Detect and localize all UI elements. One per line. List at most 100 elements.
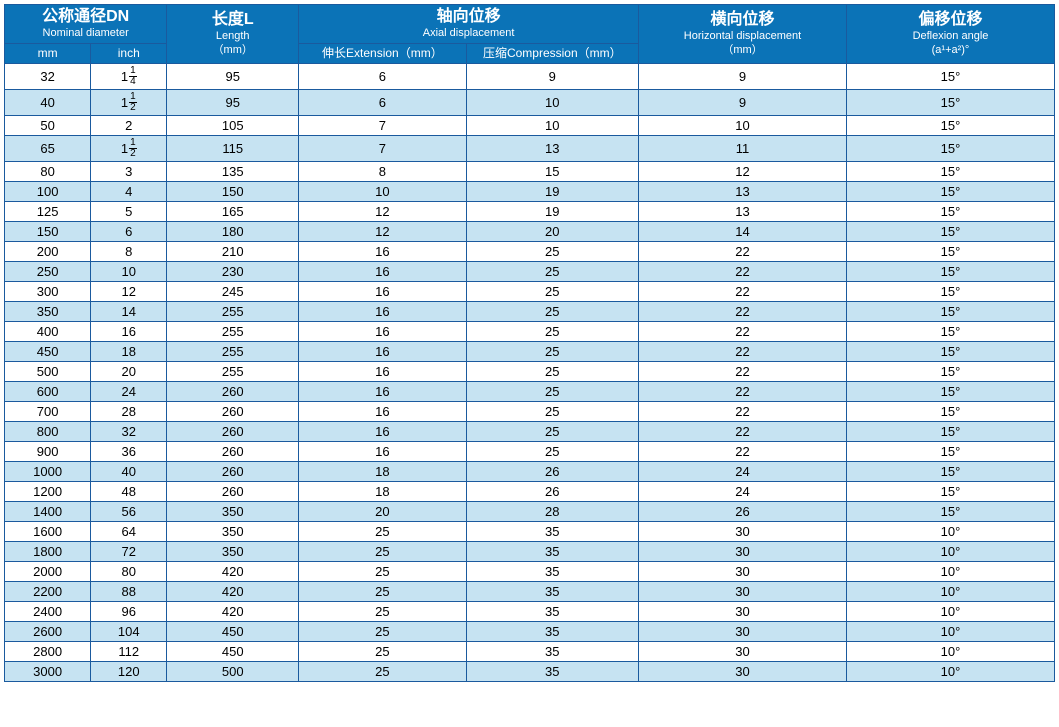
table-row: 3001224516252215°	[5, 281, 1055, 301]
cell-horizontal: 13	[639, 201, 847, 221]
cell-mm: 250	[5, 261, 91, 281]
table-row: 22008842025353010°	[5, 581, 1055, 601]
cell-compression: 25	[466, 361, 638, 381]
table-row: 20008042025353010°	[5, 561, 1055, 581]
cell-mm: 2000	[5, 561, 91, 581]
cell-deflexion: 15°	[846, 201, 1054, 221]
cell-extension: 16	[299, 401, 466, 421]
cell-length: 350	[167, 501, 299, 521]
cell-mm: 450	[5, 341, 91, 361]
cell-horizontal: 24	[639, 461, 847, 481]
cell-deflexion: 15°	[846, 381, 1054, 401]
cell-inch: 18	[91, 341, 167, 361]
table-row: 8003226016252215°	[5, 421, 1055, 441]
cell-extension: 16	[299, 361, 466, 381]
cell-horizontal: 11	[639, 135, 847, 161]
cell-horizontal: 22	[639, 321, 847, 341]
cell-length: 260	[167, 381, 299, 401]
cell-deflexion: 15°	[846, 135, 1054, 161]
header-deflexion-cn: 偏移位移	[847, 10, 1054, 30]
header-compression: 压缩Compression（mm）	[466, 43, 638, 63]
cell-deflexion: 15°	[846, 161, 1054, 181]
cell-extension: 7	[299, 115, 466, 135]
cell-deflexion: 15°	[846, 341, 1054, 361]
cell-deflexion: 15°	[846, 441, 1054, 461]
cell-extension: 25	[299, 641, 466, 661]
cell-compression: 35	[466, 581, 638, 601]
cell-deflexion: 10°	[846, 521, 1054, 541]
cell-horizontal: 30	[639, 621, 847, 641]
cell-length: 350	[167, 541, 299, 561]
cell-compression: 15	[466, 161, 638, 181]
cell-inch: 120	[91, 661, 167, 681]
cell-horizontal: 22	[639, 241, 847, 261]
cell-horizontal: 22	[639, 261, 847, 281]
table-row: 260010445025353010°	[5, 621, 1055, 641]
cell-deflexion: 10°	[846, 621, 1054, 641]
cell-extension: 16	[299, 421, 466, 441]
cell-extension: 18	[299, 461, 466, 481]
cell-horizontal: 26	[639, 501, 847, 521]
cell-compression: 25	[466, 381, 638, 401]
cell-mm: 2600	[5, 621, 91, 641]
cell-horizontal: 22	[639, 381, 847, 401]
cell-inch: 5	[91, 201, 167, 221]
cell-compression: 25	[466, 421, 638, 441]
cell-compression: 26	[466, 461, 638, 481]
cell-deflexion: 10°	[846, 641, 1054, 661]
cell-inch: 80	[91, 561, 167, 581]
cell-extension: 16	[299, 261, 466, 281]
cell-compression: 25	[466, 441, 638, 461]
cell-extension: 16	[299, 281, 466, 301]
cell-horizontal: 30	[639, 641, 847, 661]
cell-inch: 64	[91, 521, 167, 541]
spec-table: 公称通径DN Nominal diameter 长度L Length （mm） …	[4, 4, 1055, 682]
cell-inch: 36	[91, 441, 167, 461]
table-row: 4011295610915°	[5, 89, 1055, 115]
cell-length: 420	[167, 561, 299, 581]
cell-extension: 16	[299, 241, 466, 261]
cell-mm: 1200	[5, 481, 91, 501]
cell-length: 150	[167, 181, 299, 201]
header-extension: 伸长Extension（mm）	[299, 43, 466, 63]
cell-deflexion: 15°	[846, 461, 1054, 481]
cell-length: 105	[167, 115, 299, 135]
cell-inch: 112	[91, 135, 167, 161]
cell-mm: 65	[5, 135, 91, 161]
cell-mm: 1800	[5, 541, 91, 561]
header-axial-cn: 轴向位移	[299, 7, 638, 27]
cell-mm: 150	[5, 221, 91, 241]
header-dn-en: Nominal diameter	[5, 27, 166, 41]
cell-compression: 19	[466, 201, 638, 221]
cell-compression: 13	[466, 135, 638, 161]
cell-inch: 3	[91, 161, 167, 181]
table-row: 16006435025353010°	[5, 521, 1055, 541]
cell-deflexion: 10°	[846, 601, 1054, 621]
cell-inch: 96	[91, 601, 167, 621]
cell-inch: 48	[91, 481, 167, 501]
cell-deflexion: 15°	[846, 501, 1054, 521]
cell-compression: 35	[466, 521, 638, 541]
cell-horizontal: 22	[639, 441, 847, 461]
cell-compression: 28	[466, 501, 638, 521]
cell-deflexion: 15°	[846, 181, 1054, 201]
table-row: 200821016252215°	[5, 241, 1055, 261]
cell-horizontal: 22	[639, 341, 847, 361]
table-row: 12004826018262415°	[5, 481, 1055, 501]
header-dn-cn: 公称通径DN	[5, 7, 166, 27]
cell-inch: 40	[91, 461, 167, 481]
cell-extension: 18	[299, 481, 466, 501]
header-length-unit: （mm）	[167, 44, 298, 58]
cell-deflexion: 15°	[846, 361, 1054, 381]
cell-mm: 125	[5, 201, 91, 221]
cell-mm: 40	[5, 89, 91, 115]
cell-length: 115	[167, 135, 299, 161]
cell-deflexion: 10°	[846, 581, 1054, 601]
table-row: 5021057101015°	[5, 115, 1055, 135]
header-mm: mm	[5, 43, 91, 63]
cell-deflexion: 15°	[846, 241, 1054, 261]
cell-length: 210	[167, 241, 299, 261]
cell-length: 260	[167, 441, 299, 461]
cell-compression: 35	[466, 621, 638, 641]
header-horizontal-unit: （mm）	[639, 44, 846, 58]
